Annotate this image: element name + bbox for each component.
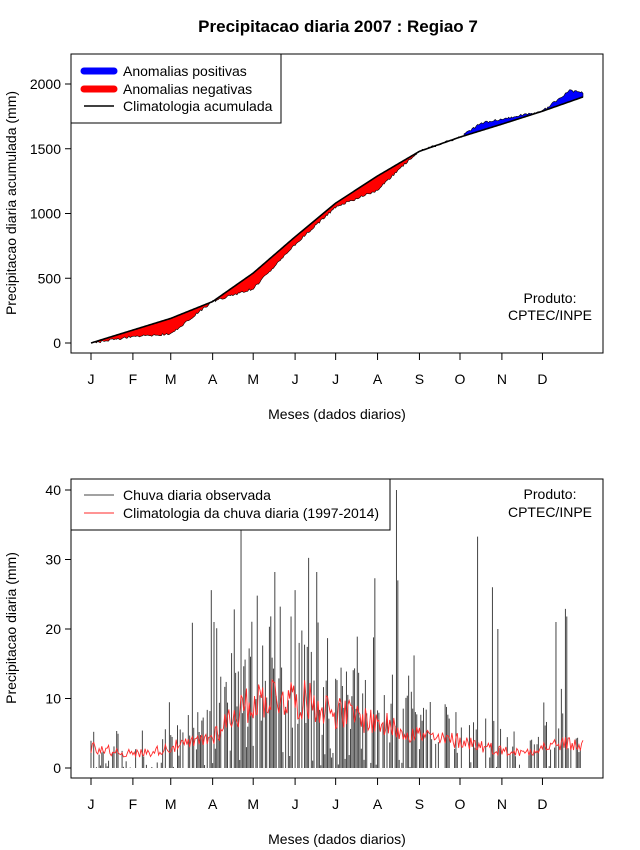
x-tick-label: A	[208, 371, 218, 387]
x-tick-label: J	[292, 796, 299, 812]
y-tick-label: 40	[45, 482, 61, 498]
daily-plot-area	[90, 490, 584, 768]
daily-legend: Chuva diaria observada Climatologia da c…	[70, 478, 391, 531]
accumulated-product-label-2: CPTEC/INPE	[508, 307, 592, 323]
x-tick-label: M	[247, 796, 259, 812]
x-tick-label: D	[537, 371, 547, 387]
x-tick-label: D	[537, 796, 547, 812]
legend-climatology-label: Climatologia acumulada	[123, 98, 273, 114]
x-tick-label: J	[332, 796, 339, 812]
x-tick-label: J	[292, 371, 299, 387]
positive-anomaly-area	[540, 89, 584, 113]
daily-product-label-2: CPTEC/INPE	[508, 504, 592, 520]
x-tick-label: A	[373, 371, 383, 387]
x-tick-label: J	[332, 371, 339, 387]
y-tick-label: 1000	[30, 206, 61, 222]
y-tick-label: 30	[45, 552, 61, 568]
accumulated-plot-frame	[70, 53, 604, 354]
x-tick-label: J	[88, 371, 95, 387]
x-tick-label: A	[373, 796, 383, 812]
daily-product-label-1: Produto:	[524, 486, 577, 502]
x-tick-label: F	[129, 371, 138, 387]
x-tick-label: F	[129, 796, 138, 812]
daily-panel: 0 10 20 30 40 J F M A M J J A S O N D Precipitacao diar…	[3, 478, 604, 847]
daily-y-label: Precipitacao diaria (mm)	[3, 552, 19, 704]
legend-negative-label: Anomalias negativas	[123, 81, 252, 97]
x-tick-label: M	[165, 796, 177, 812]
x-tick-label: N	[497, 371, 507, 387]
x-tick-label: O	[455, 371, 466, 387]
accumulated-y-axis: 0 500 1000 1500 2000	[30, 76, 71, 351]
y-tick-label: 20	[45, 621, 61, 637]
x-tick-label: S	[415, 796, 424, 812]
daily-legend-box	[70, 478, 391, 531]
y-tick-label: 0	[53, 335, 61, 351]
y-tick-label: 1500	[30, 141, 61, 157]
legend-observed-label: Chuva diaria observada	[123, 487, 271, 503]
legend-positive-label: Anomalias positivas	[123, 63, 247, 79]
climatology-accumulated-line	[90, 96, 584, 344]
daily-climatology-line	[90, 678, 584, 759]
x-tick-label: N	[497, 796, 507, 812]
accumulated-y-label: Precipitacao diaria acumulada (mm)	[3, 91, 19, 315]
x-tick-label: M	[247, 371, 259, 387]
daily-y-axis: 0 10 20 30 40	[45, 482, 71, 776]
accumulated-product-label-1: Produto:	[524, 290, 577, 306]
chart-title: Precipitacao diaria 2007 : Regiao 7	[198, 17, 478, 36]
x-tick-label: S	[415, 371, 424, 387]
y-tick-label: 0	[53, 760, 61, 776]
x-tick-label: J	[88, 796, 95, 812]
legend-daily-climatology-label: Climatologia da chuva diaria (1997-2014)	[123, 505, 379, 521]
daily-x-label: Meses (dados diarios)	[268, 831, 406, 847]
y-tick-label: 10	[45, 691, 61, 707]
y-tick-label: 500	[38, 270, 62, 286]
accumulated-panel: 0 500 1000 1500 2000 J F M A M J J A S O N D Precipitac…	[3, 53, 604, 422]
accumulated-x-label: Meses (dados diarios)	[268, 406, 406, 422]
accumulated-legend: Anomalias positivas Anomalias negativas …	[70, 53, 282, 124]
x-tick-label: O	[455, 796, 466, 812]
x-tick-label: M	[165, 371, 177, 387]
y-tick-label: 2000	[30, 76, 61, 92]
accumulated-plot-area	[90, 89, 584, 344]
x-tick-label: A	[208, 796, 218, 812]
